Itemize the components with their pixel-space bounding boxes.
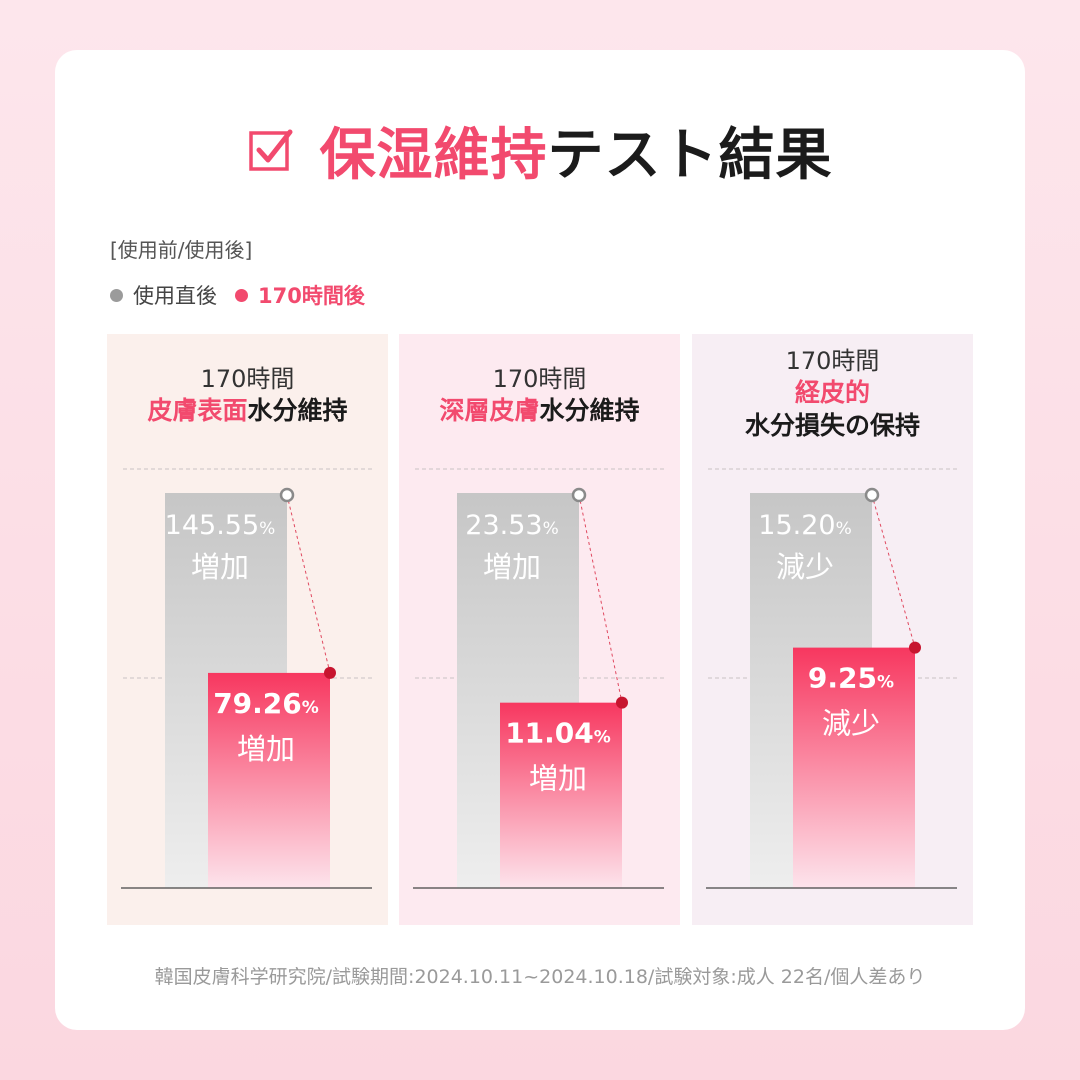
before-value-label: 15.20% [758,510,851,541]
after-marker [909,641,921,654]
title-highlight: 保湿維持 [319,122,548,188]
after-value-label: 79.26% [213,687,319,720]
after-change-label: 減少 [822,707,880,741]
legend-item-before: 使用直後 [110,280,217,310]
panel-surface-moisture: 170時間 皮膚表面水分維持 145.55% 増加 79.26% 増加 [107,334,388,925]
panel-1-black-text: 水分維持 [247,396,348,426]
before-value-label: 23.53% [465,510,558,541]
before-marker [279,487,295,503]
before-marker [864,487,880,503]
legend-label-before: 使用直後 [133,284,217,308]
panel-3-line3: 水分損失の保持 [692,410,973,443]
after-change-label: 増加 [529,762,587,796]
legend-dot-after [235,288,248,302]
panel-2-heading: 170時間 深層皮膚水分維持 [399,364,680,428]
footer-note: 韓国皮膚科学研究院/試験期間:2024.10.11~2024.10.18/試験対… [154,966,926,988]
panel-3-pink-text: 経皮的 [794,378,870,408]
panel-3-black-text: 水分損失の保持 [744,410,920,440]
panel-2-chart: 23.53% 増加 11.04% 増加 [413,468,664,889]
after-marker [616,696,628,709]
panel-3-chart: 15.20% 減少 9.25% 減少 [706,468,957,889]
panel-3-heading: 170時間 経皮的 水分損失の保持 [692,346,973,442]
bar-after [500,702,622,888]
title-rest: テスト結果 [547,122,833,188]
chart-subheading: [使用前/使用後] [110,238,253,262]
panel-1-chart: 145.55% 増加 79.26% 増加 [121,468,372,889]
page-title: 保湿維持テスト結果 [320,110,833,191]
bar-after [208,672,330,888]
before-marker [571,487,587,503]
panel-2-line1: 170時間 [492,365,587,393]
legend-dot-before [110,288,123,302]
panel-tewl: 170時間 経皮的 水分損失の保持 15.20% 減少 9.25% 減少 [692,334,973,925]
connector-line [871,494,916,648]
after-marker [324,666,336,679]
bar-after [793,647,915,888]
legend-label-after: 170時間後 [258,284,365,308]
panel-1-line1: 170時間 [200,365,295,393]
legend: 使用直後 170時間後 [110,280,365,310]
connector-line [286,494,331,674]
after-change-label: 増加 [237,732,295,766]
after-value-label: 9.25% [808,662,894,695]
panel-2-black-text: 水分維持 [539,396,640,426]
before-change-label: 減少 [776,550,834,584]
panel-3-line1: 170時間 [785,347,880,375]
panel-1-line2: 皮膚表面水分維持 [107,395,388,428]
panel-1-heading: 170時間 皮膚表面水分維持 [107,364,388,428]
connector-line [578,494,623,703]
after-value-label: 11.04% [505,717,611,750]
before-change-label: 増加 [483,550,541,584]
panel-deep-moisture: 170時間 深層皮膚水分維持 23.53% 増加 11.04% 増加 [399,334,680,925]
before-change-label: 増加 [191,550,249,584]
before-value-label: 145.55% [165,510,276,541]
checkbox-icon [248,129,292,171]
panel-2-line2: 深層皮膚水分維持 [399,395,680,428]
panel-2-pink-text: 深層皮膚 [439,396,540,426]
title-row: 保湿維持テスト結果 [0,100,1080,200]
panel-1-pink-text: 皮膚表面 [147,396,248,426]
legend-item-after: 170時間後 [235,280,365,310]
panel-3-line2: 経皮的 [692,377,973,410]
